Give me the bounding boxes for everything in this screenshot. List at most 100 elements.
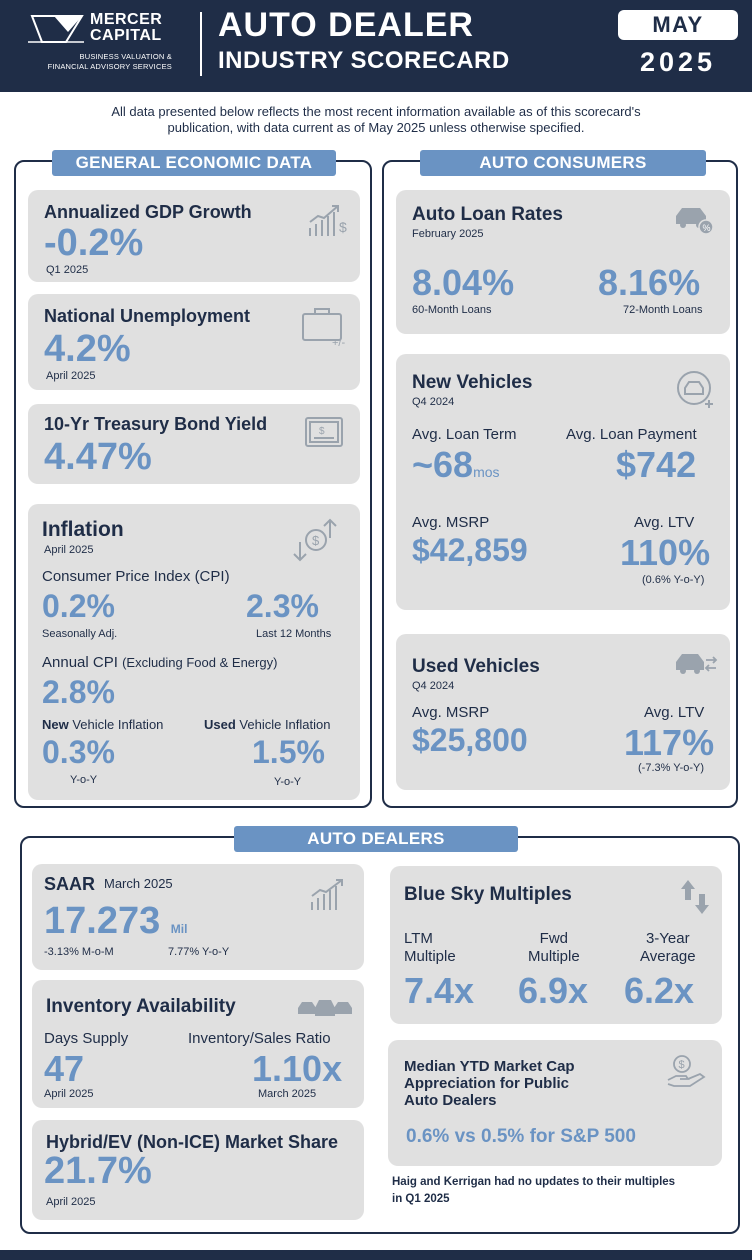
- treasury-title: 10-Yr Treasury Bond Yield: [44, 414, 268, 434]
- used-vehicle-inflation-sub: Y-o-Y: [274, 776, 302, 788]
- month-badge: MAY: [618, 10, 738, 40]
- svg-text:$: $: [679, 1059, 685, 1071]
- inflation-title: Inflation: [42, 518, 124, 541]
- car-percent-icon: %: [676, 208, 714, 235]
- multiples-footnote-1: Haig and Kerrigan had no updates to thei…: [392, 1176, 676, 1188]
- hybrid-date: April 2025: [46, 1196, 96, 1208]
- loan-rates-title: Auto Loan Rates: [412, 204, 563, 225]
- inflation-date: April 2025: [44, 544, 94, 556]
- auto-consumers-label: AUTO CONSUMERS: [420, 150, 706, 176]
- bond-certificate-icon: $: [305, 417, 343, 447]
- car-lot-icon: [298, 1000, 352, 1016]
- used-ltv-note: (-7.3% Y-o-Y): [638, 762, 705, 774]
- inflation-arrows-dollar-icon: $: [293, 518, 337, 562]
- intro-line-2: publication, with data current as of May…: [167, 120, 585, 135]
- new-msrp-label: Avg. MSRP: [412, 514, 490, 531]
- core-cpi-row: Annual CPI (Excluding Food & Energy): [42, 654, 277, 671]
- used-vehicles-card: Used Vehicles Q4 2024 Avg. MSRP $25,800 …: [396, 634, 730, 790]
- market-cap-value: 0.6% vs 0.5% for S&P 500: [406, 1126, 636, 1147]
- avg-label-1: 3-Year: [645, 930, 690, 947]
- fwd-label-1: Fwd: [539, 930, 569, 947]
- gdp-card: Annualized GDP Growth -0.2% Q1 2025 $: [28, 190, 360, 282]
- unemployment-date: April 2025: [46, 370, 96, 382]
- logo-line-2: CAPITAL: [90, 27, 162, 44]
- used-vehicles-date: Q4 2024: [412, 680, 455, 692]
- unemployment-value: 4.2%: [44, 328, 131, 370]
- blue-sky-card: Blue Sky Multiples LTM Multiple 7.4x Fwd…: [390, 866, 722, 1024]
- year-label: 2025: [639, 47, 717, 77]
- svg-text:$: $: [319, 426, 325, 437]
- svg-text:$: $: [339, 219, 347, 235]
- saar-value-row: 17.273 Mil: [44, 900, 187, 943]
- growth-chart-icon: $: [309, 205, 347, 236]
- treasury-value: 4.47%: [44, 436, 152, 478]
- hand-dollar-icon: $: [667, 1055, 706, 1087]
- new-loan-payment-value: $742: [616, 444, 697, 485]
- ltm-label-2: Multiple: [404, 948, 456, 965]
- new-ltv-note: (0.6% Y-o-Y): [642, 574, 705, 586]
- new-vehicle-inflation-label: New Vehicle Inflation: [42, 717, 163, 732]
- svg-text:%: %: [703, 223, 711, 233]
- ltm-label: LTM Multiple: [404, 930, 456, 966]
- new-vehicles-date: Q4 2024: [412, 396, 455, 408]
- auto-dealers-label: AUTO DEALERS: [234, 826, 518, 852]
- used-vehicles-title: Used Vehicles: [412, 656, 540, 677]
- new-vehicle-inflation-sub: Y-o-Y: [70, 774, 98, 786]
- used-msrp-label: Avg. MSRP: [412, 704, 490, 721]
- avg-label-2: Average: [640, 948, 696, 965]
- saar-title: SAAR: [44, 874, 96, 894]
- fwd-label-2: Multiple: [528, 948, 580, 965]
- new-loan-term-value: ~68: [412, 444, 474, 485]
- inventory-ratio-value: 1.10x: [252, 1048, 343, 1089]
- ltm-label-1: LTM: [404, 930, 433, 947]
- saar-date: March 2025: [104, 876, 173, 891]
- growth-chart-icon: [311, 879, 343, 910]
- unemployment-card: National Unemployment 4.2% April 2025 +/…: [28, 294, 360, 390]
- market-cap-title-3: Auto Dealers: [404, 1092, 497, 1109]
- new-vehicle-inflation-bold: New: [42, 717, 69, 732]
- intro-line-1: All data presented below reflects the mo…: [111, 104, 641, 119]
- blue-sky-title: Blue Sky Multiples: [404, 884, 572, 905]
- new-ltv-value: 110%: [620, 532, 711, 573]
- page-title: AUTO DEALER: [218, 6, 474, 44]
- svg-text:+/-: +/-: [332, 337, 345, 348]
- gdp-title: Annualized GDP Growth: [44, 202, 252, 222]
- cpi-12m-value: 2.3%: [246, 588, 319, 624]
- logo-tagline-1: BUSINESS VALUATION &: [79, 52, 172, 61]
- inventory-title: Inventory Availability: [46, 996, 236, 1017]
- core-cpi-label: Annual CPI: [42, 654, 118, 671]
- new-msrp-value: $42,859: [412, 532, 528, 568]
- gdp-date: Q1 2025: [46, 264, 89, 276]
- saar-value: 17.273: [44, 900, 161, 942]
- footer-bar: [0, 1250, 752, 1260]
- used-vehicle-inflation-rest: Vehicle Inflation: [235, 717, 331, 732]
- ltm-value: 7.4x: [404, 970, 475, 1011]
- inventory-ratio-date: March 2025: [258, 1088, 317, 1100]
- used-vehicle-inflation-bold: Used: [204, 717, 236, 732]
- used-ltv-label: Avg. LTV: [644, 704, 705, 721]
- general-economic-label: GENERAL ECONOMIC DATA: [52, 150, 336, 176]
- market-cap-title-1: Median YTD Market Cap: [404, 1058, 575, 1075]
- new-loan-payment-label: Avg. Loan Payment: [566, 426, 697, 443]
- hybrid-value: 21.7%: [44, 1150, 152, 1192]
- new-ltv-label: Avg. LTV: [634, 514, 695, 531]
- loan-72-label: 72-Month Loans: [623, 304, 703, 316]
- auto-loan-rates-card: Auto Loan Rates February 2025 8.04% 60-M…: [396, 190, 730, 334]
- avg-value: 6.2x: [624, 970, 695, 1011]
- days-supply-label: Days Supply: [44, 1030, 129, 1047]
- new-vehicle-inflation-rest: Vehicle Inflation: [68, 717, 164, 732]
- core-cpi-note: (Excluding Food & Energy): [122, 655, 278, 670]
- used-msrp-value: $25,800: [412, 722, 528, 758]
- logo-line-1: MERCER: [90, 11, 163, 28]
- mercer-capital-logo-icon: [28, 15, 84, 43]
- up-down-arrows-icon: [681, 880, 709, 914]
- cpi-sa-label: Seasonally Adj.: [42, 628, 118, 640]
- loan-rates-date: February 2025: [412, 228, 484, 240]
- new-car-plus-icon: [677, 371, 713, 408]
- saar-yoy: 7.77% Y-o-Y: [168, 946, 230, 958]
- treasury-card: 10-Yr Treasury Bond Yield 4.47% $: [28, 404, 360, 484]
- hybrid-title: Hybrid/EV (Non-ICE) Market Share: [46, 1132, 339, 1152]
- cpi-12m-label: Last 12 Months: [256, 628, 332, 640]
- loan-60-label: 60-Month Loans: [412, 304, 492, 316]
- used-ltv-value: 117%: [624, 722, 715, 763]
